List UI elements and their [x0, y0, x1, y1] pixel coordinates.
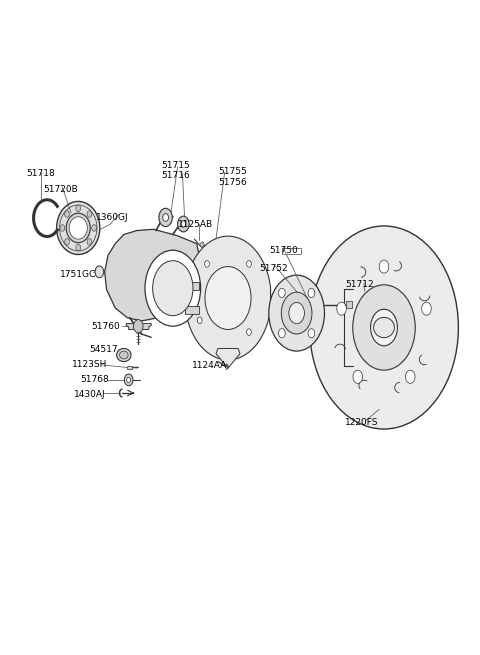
Ellipse shape: [57, 202, 100, 254]
Text: 54517: 54517: [89, 345, 118, 354]
Polygon shape: [185, 236, 271, 360]
Circle shape: [269, 275, 324, 351]
Circle shape: [124, 374, 133, 386]
Ellipse shape: [69, 217, 87, 239]
Circle shape: [197, 317, 202, 324]
Polygon shape: [185, 306, 199, 314]
Circle shape: [127, 377, 131, 383]
Circle shape: [205, 267, 251, 329]
Text: 51752: 51752: [259, 264, 288, 273]
Circle shape: [278, 288, 285, 297]
Bar: [282, 248, 301, 254]
Text: 51760: 51760: [91, 322, 120, 331]
Text: 1124AA: 1124AA: [192, 361, 227, 370]
Circle shape: [308, 288, 315, 297]
Circle shape: [353, 285, 415, 370]
Text: 1430AJ: 1430AJ: [74, 390, 106, 399]
Text: 51755
51756: 51755 51756: [218, 167, 247, 187]
Polygon shape: [126, 324, 151, 329]
Polygon shape: [105, 229, 199, 321]
Circle shape: [65, 238, 70, 245]
Polygon shape: [185, 282, 199, 290]
Circle shape: [163, 214, 168, 221]
Polygon shape: [216, 348, 240, 368]
Text: 1123SH: 1123SH: [72, 360, 108, 369]
Circle shape: [133, 320, 143, 333]
Ellipse shape: [117, 348, 131, 362]
Circle shape: [92, 225, 96, 231]
Polygon shape: [127, 366, 132, 369]
Circle shape: [145, 250, 201, 326]
Ellipse shape: [66, 214, 90, 243]
Circle shape: [281, 292, 312, 334]
Text: 51750: 51750: [269, 246, 298, 255]
Circle shape: [95, 266, 104, 278]
Circle shape: [310, 226, 458, 429]
Circle shape: [178, 216, 189, 232]
Text: 1220FS: 1220FS: [345, 418, 378, 427]
Ellipse shape: [373, 318, 395, 338]
Circle shape: [371, 309, 397, 346]
Circle shape: [421, 302, 431, 315]
Circle shape: [247, 329, 252, 335]
Text: 51712: 51712: [346, 280, 374, 290]
Circle shape: [337, 302, 347, 315]
Circle shape: [87, 238, 92, 245]
Circle shape: [159, 208, 172, 227]
Circle shape: [87, 211, 92, 217]
Circle shape: [406, 370, 415, 383]
Circle shape: [153, 261, 193, 316]
Text: 51715
51716: 51715 51716: [161, 160, 190, 180]
Circle shape: [204, 261, 209, 267]
Circle shape: [247, 261, 252, 267]
Circle shape: [76, 244, 81, 251]
Text: 51768: 51768: [81, 375, 109, 384]
Circle shape: [76, 205, 81, 212]
Circle shape: [353, 370, 362, 383]
Text: 1751GC: 1751GC: [60, 270, 96, 279]
Text: 51718: 51718: [26, 169, 55, 178]
Text: 1360GJ: 1360GJ: [96, 213, 129, 222]
Polygon shape: [200, 242, 204, 248]
Circle shape: [379, 260, 389, 273]
Circle shape: [60, 225, 65, 231]
Circle shape: [181, 221, 186, 227]
Ellipse shape: [120, 351, 128, 359]
Bar: [346, 301, 352, 308]
Circle shape: [289, 303, 304, 324]
Circle shape: [65, 211, 70, 217]
Text: 51720B: 51720B: [43, 185, 78, 195]
Circle shape: [278, 329, 285, 338]
Circle shape: [308, 329, 315, 338]
Text: 1125AB: 1125AB: [178, 220, 213, 229]
